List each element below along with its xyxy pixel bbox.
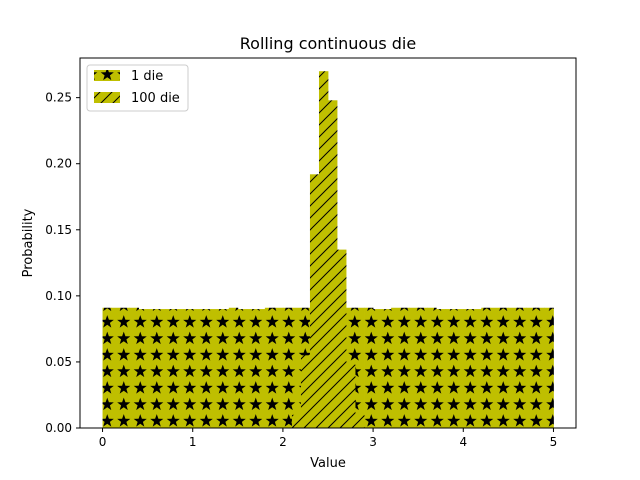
bar <box>147 309 158 428</box>
y-tick-label: 0.10 <box>45 289 72 303</box>
bar <box>228 307 239 428</box>
bar <box>472 309 482 428</box>
bar <box>309 174 320 428</box>
bar <box>318 71 329 429</box>
bar <box>102 307 112 428</box>
bar <box>517 307 527 428</box>
x-tick-label: 4 <box>459 435 467 449</box>
legend-label-1-die: 1 die <box>131 69 163 84</box>
bar <box>436 309 446 428</box>
series-100-die <box>291 71 365 429</box>
plot-frame <box>79 57 577 429</box>
x-axis: 0 1 2 3 4 5 <box>99 428 558 449</box>
y-tick-label: 0.05 <box>45 355 72 369</box>
x-tick-label: 5 <box>550 435 558 449</box>
bar <box>219 309 230 428</box>
bar <box>156 309 167 428</box>
bar <box>400 307 410 428</box>
chart-title: Rolling continuous die <box>240 34 416 53</box>
bar <box>237 309 248 428</box>
bar <box>391 307 401 428</box>
bar <box>192 309 203 428</box>
bar <box>418 307 428 428</box>
bar <box>111 307 121 428</box>
bar <box>535 307 545 428</box>
x-tick-label: 0 <box>99 435 107 449</box>
bar <box>355 414 365 428</box>
y-axis-label: Probability <box>21 208 36 277</box>
bar <box>210 309 221 428</box>
y-tick-label: 0.15 <box>45 223 72 237</box>
y-tick-label: 0.20 <box>45 157 72 171</box>
bar <box>183 309 194 428</box>
bar <box>346 364 356 428</box>
bar <box>427 307 437 428</box>
bars-layer <box>102 71 554 429</box>
bar <box>445 309 455 428</box>
bar <box>364 307 374 428</box>
bar <box>508 307 518 428</box>
x-tick-label: 3 <box>369 435 377 449</box>
bar <box>129 307 140 428</box>
y-tick-label: 0.25 <box>45 91 72 105</box>
bar <box>328 100 338 428</box>
bar <box>246 309 257 428</box>
y-tick-label: 0.00 <box>45 421 72 435</box>
bar <box>409 307 419 428</box>
legend-swatch-1-die <box>94 70 120 81</box>
bar <box>282 307 293 428</box>
bar <box>300 355 311 428</box>
bar <box>264 307 275 428</box>
bar <box>174 309 185 428</box>
bar <box>138 309 149 428</box>
bar <box>355 307 365 428</box>
bar <box>499 307 509 428</box>
x-tick-label: 2 <box>279 435 287 449</box>
bar <box>337 249 347 428</box>
bar <box>481 307 491 428</box>
x-tick-label: 1 <box>189 435 197 449</box>
legend-label-100-die: 100 die <box>131 91 180 106</box>
x-axis-label: Value <box>310 456 346 471</box>
bar <box>255 309 266 428</box>
bar <box>526 307 536 428</box>
bar <box>120 307 130 428</box>
y-axis: 0.00 0.05 0.10 0.15 0.20 0.25 <box>45 91 80 435</box>
legend: 1 die 100 die <box>86 64 189 112</box>
bar <box>382 309 392 428</box>
bar <box>165 309 176 428</box>
bar <box>544 307 554 428</box>
bar <box>463 309 473 428</box>
bar <box>454 309 464 428</box>
bar <box>490 307 500 428</box>
bar <box>291 414 302 428</box>
bar <box>273 307 284 428</box>
bar <box>201 309 212 428</box>
legend-swatch-100-die <box>94 92 120 103</box>
bar <box>291 307 302 428</box>
bar <box>373 309 383 428</box>
